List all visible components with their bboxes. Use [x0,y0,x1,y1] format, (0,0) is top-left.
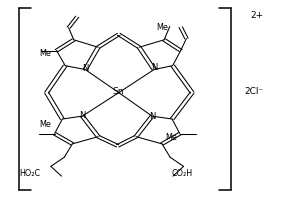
Text: Me: Me [157,23,168,32]
Text: Me: Me [165,133,177,142]
Text: Sn: Sn [112,87,124,96]
Text: N: N [149,112,155,121]
Text: HO₂C: HO₂C [19,169,40,178]
Text: Me: Me [39,49,51,58]
Text: 2+: 2+ [251,11,264,20]
Text: 2Cl⁻: 2Cl⁻ [245,87,264,96]
Text: N: N [79,111,86,120]
Text: CO₂H: CO₂H [171,169,192,178]
Text: N: N [82,64,88,73]
Text: N: N [151,63,157,72]
Text: Me: Me [39,120,51,129]
